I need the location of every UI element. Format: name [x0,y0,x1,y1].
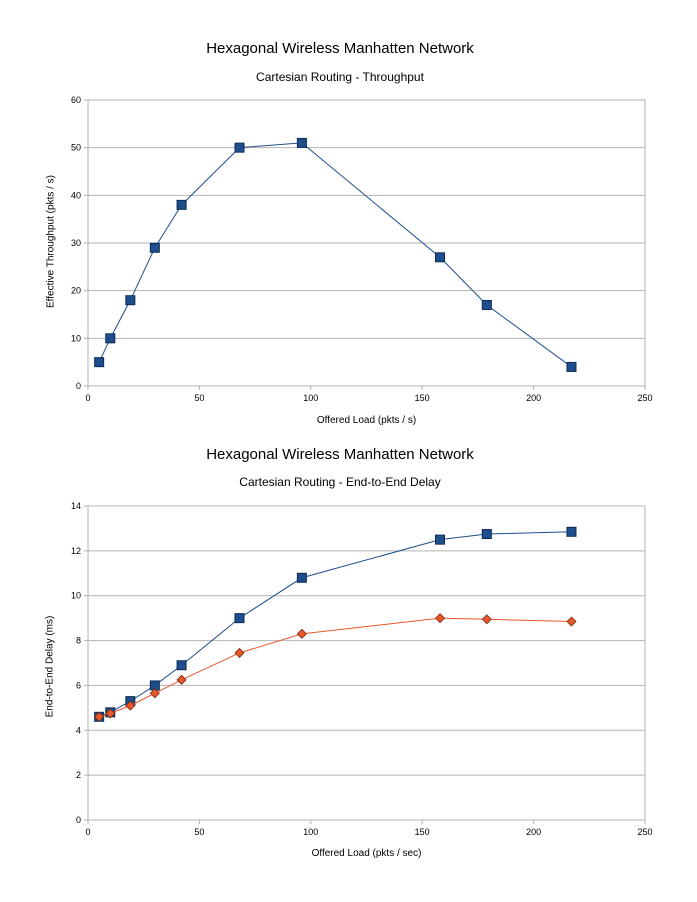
data-point-diamond [234,647,245,658]
data-point-diamond [94,711,105,722]
y-tick-label: 20 [71,286,81,296]
y-tick-label: 4 [76,725,81,735]
y-tick-label: 6 [76,680,81,690]
data-point-diamond [125,700,136,711]
y-tick-label: 50 [71,143,81,153]
data-point-square [176,660,187,671]
data-point-square [566,361,577,372]
chart-title: Hexagonal Wireless Manhatten Network [206,40,474,57]
x-tick-label: 200 [526,393,541,403]
data-point-square [234,613,245,624]
chart-title: Hexagonal Wireless Manhatten Network [206,446,474,463]
data-point-square [125,295,136,306]
y-tick-label: 10 [71,333,81,343]
data-point-square [296,572,307,583]
throughput-chart: Hexagonal Wireless Manhatten Network Car… [0,0,697,440]
series-line [98,142,572,368]
x-tick-label: 100 [303,827,318,837]
chart-subtitle: Cartesian Routing - End-to-End Delay [239,475,441,489]
series-line [98,617,572,718]
y-tick-label: 10 [71,591,81,601]
y-tick-label: 30 [71,238,81,248]
x-tick-label: 0 [85,393,90,403]
y-tick-label: 40 [71,190,81,200]
x-tick-label: 150 [415,827,430,837]
data-point-diamond [566,616,577,627]
y-tick-label: 60 [71,95,81,105]
data-point-square [176,199,187,210]
delay-chart: Hexagonal Wireless Manhatten Network Car… [0,440,697,902]
x-axis-label: Offered Load (pkts / sec) [311,848,422,859]
data-point-square [234,142,245,153]
y-tick-label: 12 [71,546,81,556]
data-point-square [566,526,577,537]
plot-frame [87,505,646,821]
data-point-square [94,357,105,368]
data-point-square [296,137,307,148]
x-tick-label: 0 [85,827,90,837]
data-point-diamond [176,674,187,685]
y-tick-label: 14 [71,501,81,511]
series-line [98,531,572,718]
data-point-square [435,534,446,545]
x-tick-label: 50 [194,393,204,403]
chart-subtitle: Cartesian Routing - Throughput [256,70,424,84]
data-point-square [481,529,492,540]
x-tick-label: 100 [303,393,318,403]
data-point-square [105,333,116,344]
x-axis-label: Offered Load (pkts / s) [316,415,417,426]
y-tick-label: 8 [76,636,81,646]
x-tick-label: 250 [637,393,652,403]
data-point-diamond [481,614,492,625]
data-point-square [149,242,160,253]
data-point-diamond [149,688,160,699]
y-tick-label: 0 [76,381,81,391]
delay-plot: 0 2 4 6 8 10 12 14 0 50 100 150 200 250 [71,501,653,837]
plot-frame [87,99,646,387]
data-point-diamond [105,708,116,719]
x-tick-label: 200 [526,827,541,837]
data-point-diamond [434,613,446,624]
data-point-square [435,252,446,263]
x-tick-label: 150 [415,393,430,403]
throughput-plot: 0 10 20 30 40 50 60 0 50 100 150 200 250 [71,95,653,403]
x-tick-label: 250 [637,827,652,837]
y-axis-label: End-to-End Delay (ms) [44,615,56,718]
y-tick-label: 2 [76,770,81,780]
data-point-diamond [296,628,307,639]
data-point-square [481,299,492,310]
y-tick-label: 0 [76,815,81,825]
x-tick-label: 50 [194,827,204,837]
y-axis-label: Effective Throughput (pkts / s) [45,174,57,309]
